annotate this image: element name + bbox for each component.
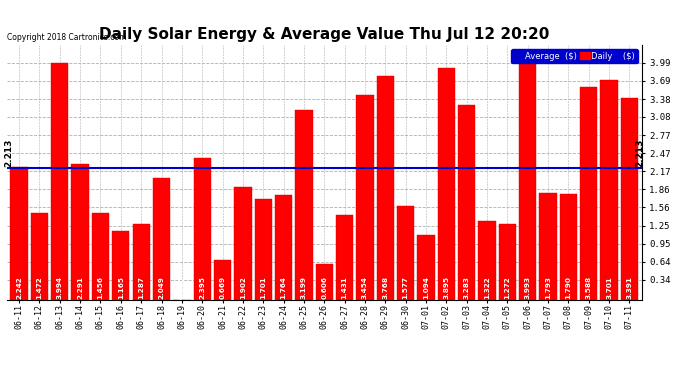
Bar [560,194,577,300]
Bar [397,206,414,300]
Bar [72,164,89,300]
Legend: Average  ($), Daily    ($): Average ($), Daily ($) [511,49,638,63]
Text: 2.213: 2.213 [4,138,13,166]
Text: 2.291: 2.291 [77,276,83,299]
Bar [295,110,313,300]
Bar [437,69,455,300]
Bar [51,63,68,300]
Text: 1.701: 1.701 [260,276,266,299]
Text: 1.094: 1.094 [423,276,429,299]
Bar [31,213,48,300]
Bar [417,235,435,300]
Text: 2.213: 2.213 [635,138,644,166]
Bar [10,167,28,300]
Text: 3.701: 3.701 [606,276,612,299]
Text: 1.577: 1.577 [403,276,408,299]
Text: Copyright 2018 Cartronics.com: Copyright 2018 Cartronics.com [7,33,126,42]
Bar [153,178,170,300]
Text: 1.790: 1.790 [565,276,571,299]
Bar [132,224,150,300]
Text: 1.902: 1.902 [240,276,246,299]
Bar [580,87,598,300]
Text: 1.272: 1.272 [504,276,511,299]
Bar [621,98,638,300]
Text: 1.287: 1.287 [138,276,144,299]
Bar [356,95,374,300]
Bar [315,264,333,300]
Bar [519,63,536,300]
Text: 1.456: 1.456 [97,276,104,299]
Bar [112,231,130,300]
Text: 3.895: 3.895 [444,276,449,299]
Text: 1.472: 1.472 [37,276,43,299]
Bar [235,187,252,300]
Bar [194,158,211,300]
Bar [600,80,618,300]
Text: 3.993: 3.993 [525,276,531,299]
Bar [214,260,231,300]
Bar [458,105,475,300]
Bar [336,215,353,300]
Text: 0.000: 0.000 [179,276,185,299]
Text: 1.431: 1.431 [342,276,348,299]
Text: 3.588: 3.588 [586,276,592,299]
Text: 0.669: 0.669 [219,276,226,299]
Bar [275,195,293,300]
Text: 2.049: 2.049 [159,276,164,299]
Text: 3.391: 3.391 [627,276,633,299]
Text: 3.454: 3.454 [362,276,368,299]
Text: 2.242: 2.242 [16,276,22,299]
Bar [540,194,557,300]
Text: 1.764: 1.764 [281,276,286,299]
Bar [92,213,109,300]
Text: 1.165: 1.165 [118,276,124,299]
Text: 3.283: 3.283 [464,276,470,299]
Bar [255,199,272,300]
Text: 1.322: 1.322 [484,276,490,299]
Text: 3.768: 3.768 [382,276,388,299]
Bar [377,76,394,300]
Text: 3.199: 3.199 [301,276,307,299]
Text: 3.994: 3.994 [57,276,63,299]
Text: 0.606: 0.606 [322,276,327,299]
Text: 1.793: 1.793 [545,276,551,299]
Text: 2.395: 2.395 [199,276,205,299]
Bar [499,224,516,300]
Title: Daily Solar Energy & Average Value Thu Jul 12 20:20: Daily Solar Energy & Average Value Thu J… [99,27,549,42]
Bar [478,221,495,300]
